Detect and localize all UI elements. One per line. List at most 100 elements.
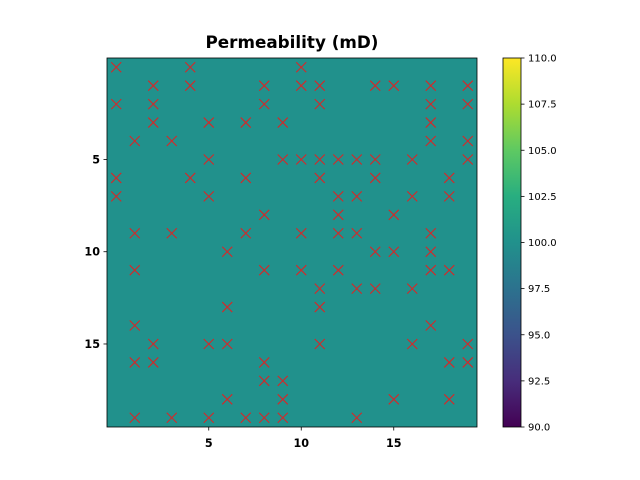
marker-x: [332, 154, 344, 165]
marker-x: [369, 246, 381, 258]
marker-stroke: [129, 264, 141, 276]
marker-stroke: [110, 98, 122, 110]
marker-stroke: [166, 227, 178, 239]
marker-x: [425, 80, 437, 92]
marker-x: [240, 227, 252, 239]
colorbar-tick-label: 97.5: [528, 284, 550, 295]
marker-x: [406, 283, 418, 295]
marker-stroke: [203, 154, 215, 165]
marker-x: [462, 357, 474, 368]
marker-stroke: [443, 357, 455, 368]
marker-x: [110, 190, 122, 202]
marker-stroke: [462, 98, 474, 110]
marker-stroke: [277, 393, 289, 405]
colorbar-axis: 90.0 92.5 95.0 97.5 100.0 102.5 105.0 107.5 110.…: [521, 54, 557, 434]
y-tick-label: 15: [84, 338, 100, 351]
marker-stroke: [258, 80, 270, 92]
marker-stroke: [277, 412, 289, 424]
marker-x: [351, 154, 363, 165]
marker-stroke: [369, 283, 381, 295]
marker-stroke: [443, 264, 455, 276]
marker-stroke: [147, 98, 159, 110]
marker-stroke: [258, 375, 270, 387]
marker-x: [462, 80, 474, 92]
marker-x: [295, 80, 307, 92]
marker-stroke: [129, 320, 141, 331]
marker-stroke: [332, 190, 344, 202]
marker-x: [295, 61, 307, 73]
marker-stroke: [110, 172, 122, 184]
marker-stroke: [332, 209, 344, 221]
x-tick-label: 5: [205, 437, 213, 450]
marker-x: [129, 227, 141, 239]
marker-stroke: [443, 190, 455, 202]
marker-x: [425, 135, 437, 147]
marker-x: [258, 357, 270, 368]
marker-x: [277, 393, 289, 405]
marker-stroke: [351, 154, 363, 165]
marker-x: [443, 393, 455, 405]
marker-stroke: [425, 98, 437, 110]
heatmap-area: [107, 58, 477, 427]
marker-x: [129, 264, 141, 276]
marker-x: [203, 190, 215, 202]
marker-x: [462, 338, 474, 350]
marker-x: [221, 338, 233, 350]
marker-stroke: [369, 172, 381, 184]
marker-x: [258, 209, 270, 221]
marker-x: [184, 80, 196, 92]
marker-x: [277, 375, 289, 387]
y-tick-label: 10: [84, 246, 100, 259]
marker-stroke: [388, 80, 400, 92]
marker-x: [110, 98, 122, 110]
marker-stroke: [462, 154, 474, 165]
marker-stroke: [314, 98, 326, 110]
colorbar-tick-label: 107.5: [528, 100, 557, 111]
marker-x: [369, 80, 381, 92]
marker-x: [406, 338, 418, 350]
colorbar-tick-label: 95.0: [528, 330, 550, 341]
marker-x: [295, 227, 307, 239]
marker-stroke: [277, 154, 289, 165]
marker-stroke: [351, 227, 363, 239]
marker-stroke: [258, 98, 270, 110]
marker-stroke: [406, 283, 418, 295]
marker-stroke: [110, 190, 122, 202]
marker-stroke: [129, 412, 141, 424]
marker-stroke: [314, 283, 326, 295]
marker-stroke: [129, 227, 141, 239]
marker-x: [369, 172, 381, 184]
marker-stroke: [425, 246, 437, 258]
marker-x: [332, 227, 344, 239]
marker-stroke: [332, 264, 344, 276]
marker-stroke: [314, 172, 326, 184]
marker-stroke: [221, 246, 233, 258]
marker-x: [240, 117, 252, 128]
marker-x: [314, 283, 326, 295]
marker-stroke: [406, 190, 418, 202]
colorbar: [503, 58, 521, 427]
marker-x: [332, 264, 344, 276]
marker-stroke: [425, 264, 437, 276]
marker-x: [425, 320, 437, 331]
marker-x: [351, 190, 363, 202]
marker-stroke: [314, 154, 326, 165]
x-axis: 5 10 15: [205, 427, 402, 450]
marker-x: [425, 98, 437, 110]
marker-x: [203, 117, 215, 128]
marker-x: [314, 172, 326, 184]
marker-stroke: [147, 117, 159, 128]
marker-stroke: [332, 227, 344, 239]
marker-stroke: [369, 80, 381, 92]
marker-stroke: [369, 154, 381, 165]
marker-x: [240, 172, 252, 184]
marker-x: [388, 246, 400, 258]
marker-stroke: [462, 80, 474, 92]
marker-x: [314, 338, 326, 350]
marker-x: [295, 264, 307, 276]
marker-stroke: [221, 393, 233, 405]
marker-stroke: [406, 154, 418, 165]
marker-x: [203, 154, 215, 165]
marker-stroke: [277, 375, 289, 387]
